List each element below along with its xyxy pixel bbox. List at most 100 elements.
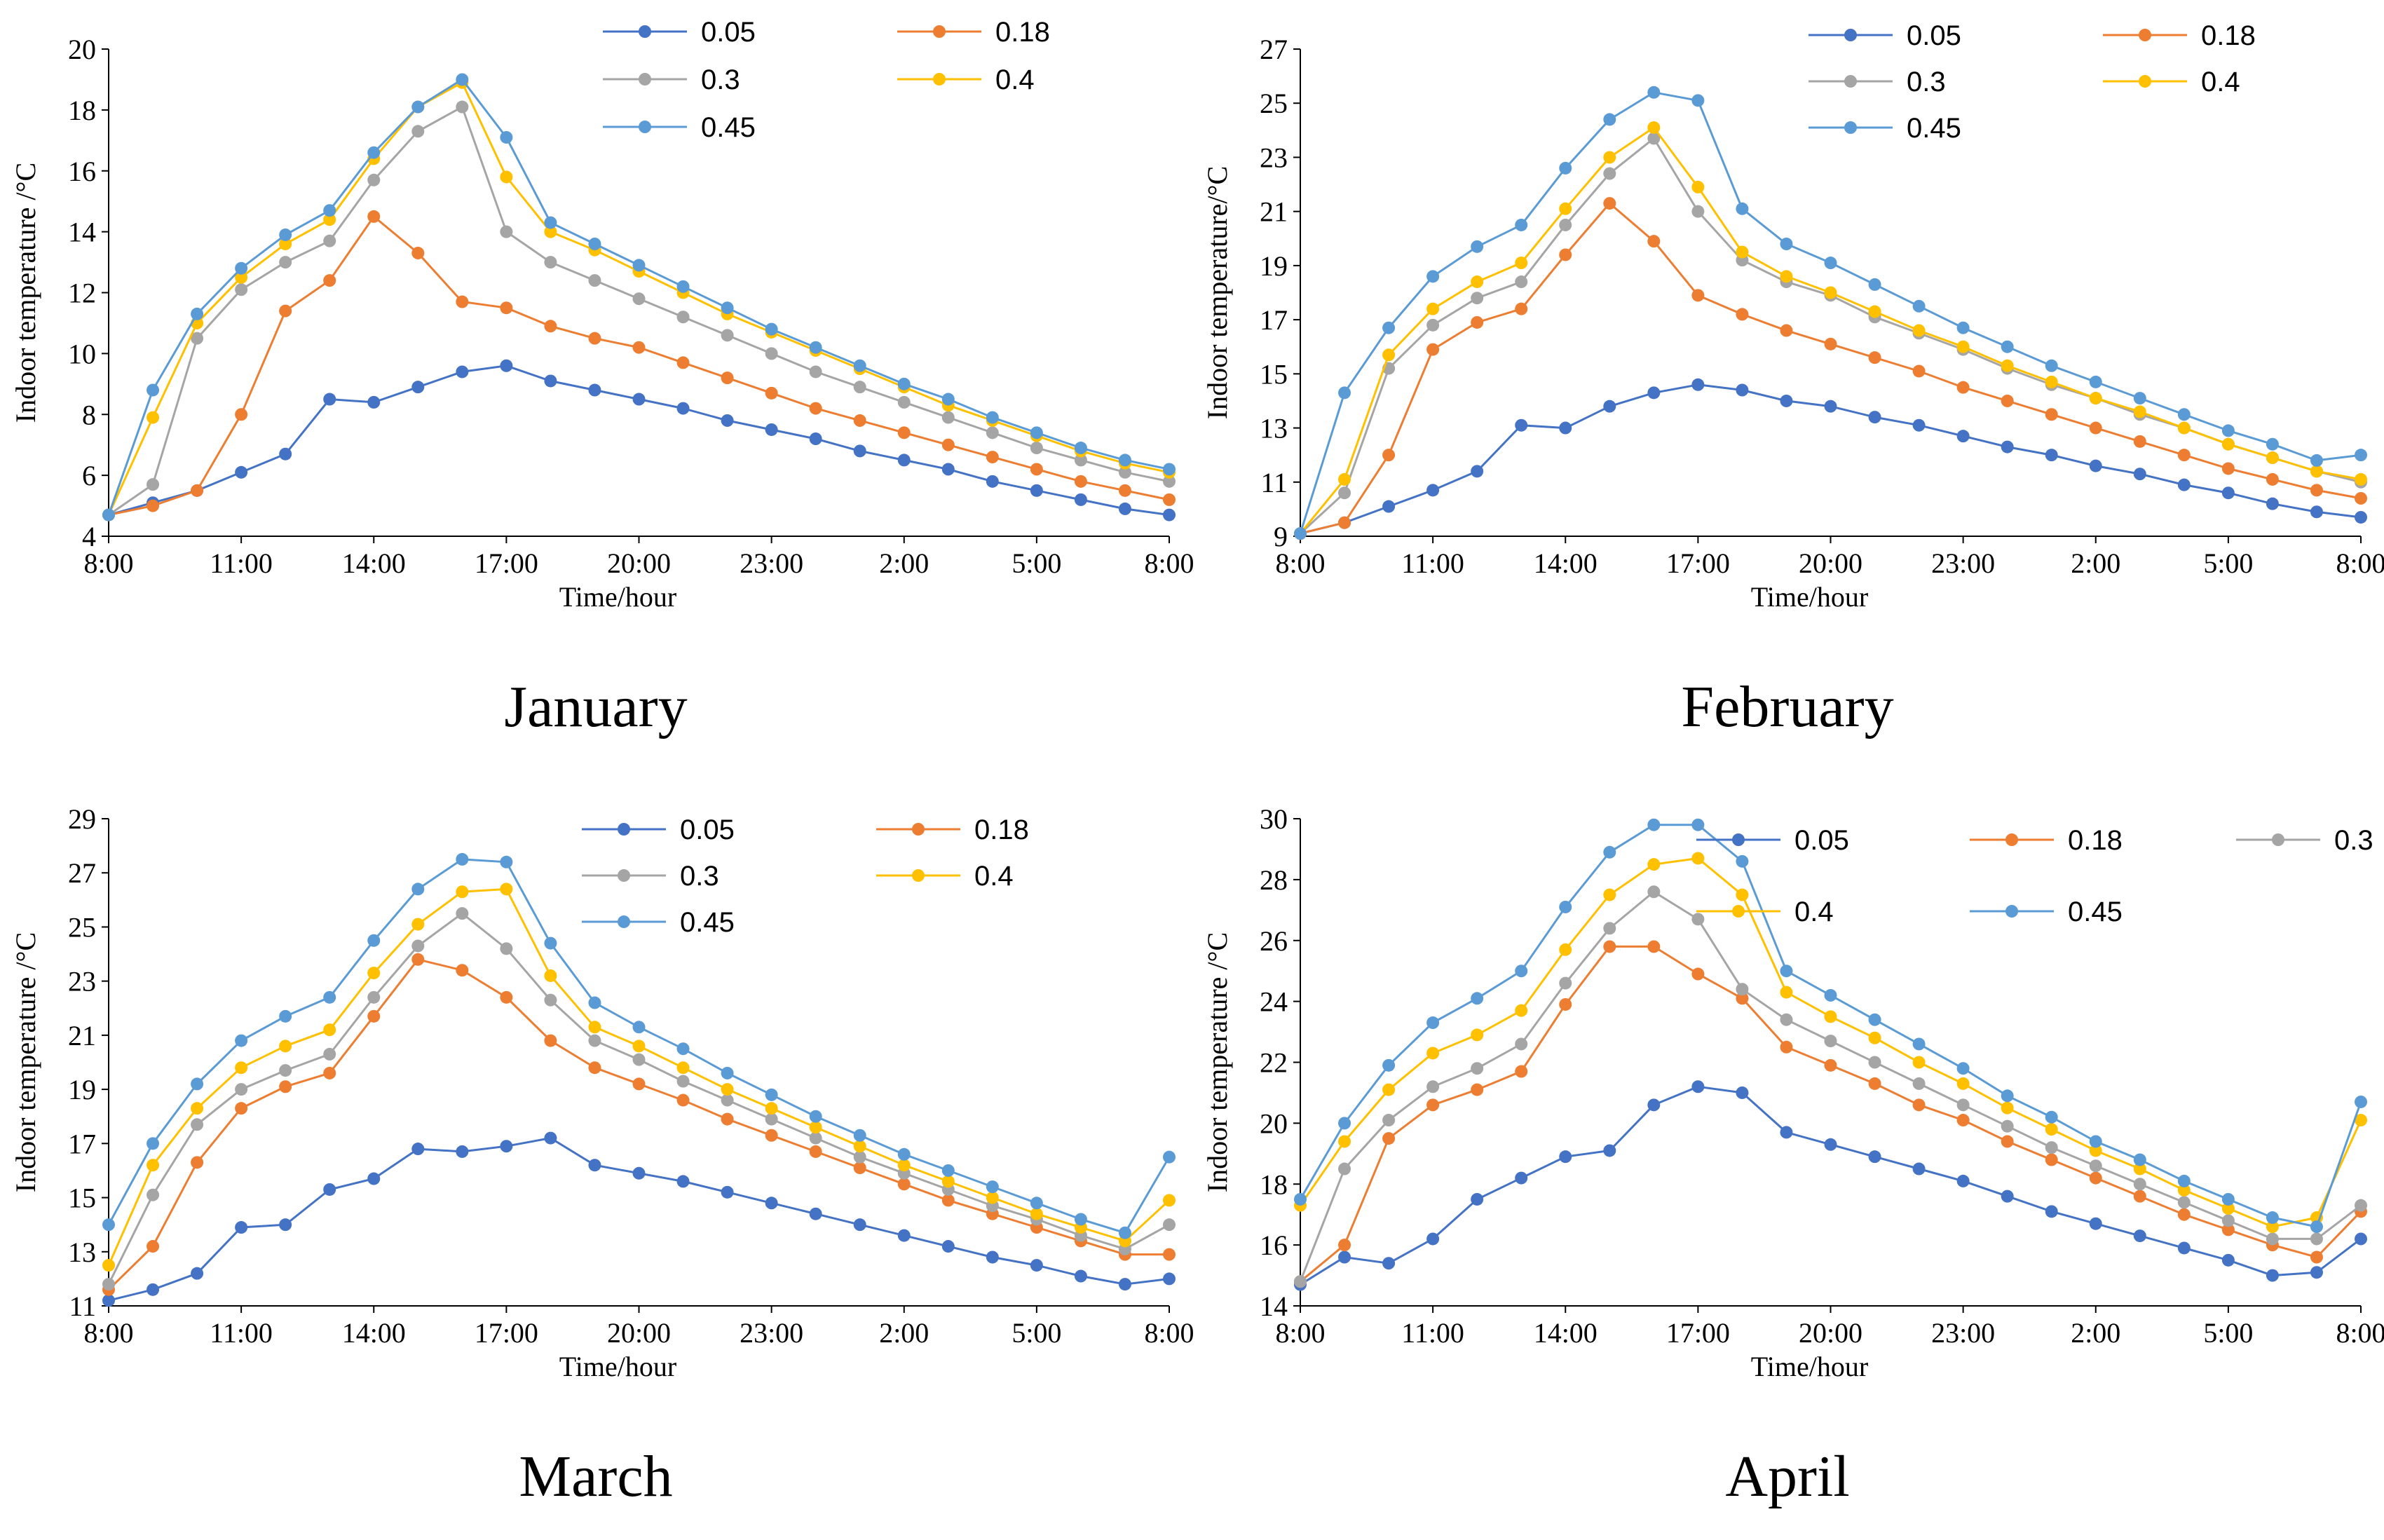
data-point-0.45: [323, 204, 336, 217]
data-point-0.45: [1030, 426, 1043, 439]
data-point-0.05: [1824, 1138, 1837, 1151]
data-point-0.18: [2045, 1153, 2058, 1166]
data-point-0.18: [588, 1061, 601, 1075]
y-tick-label: 16: [1260, 1229, 1288, 1261]
data-point-0.45: [1736, 854, 1749, 868]
y-tick-label: 19: [68, 1074, 96, 1105]
data-point-0.45: [1559, 161, 1572, 175]
legend-swatch-marker: [1732, 833, 1745, 846]
x-tick-label: 14:00: [342, 1317, 406, 1349]
data-point-0.45: [2045, 1110, 2058, 1124]
data-point-0.18: [1559, 248, 1572, 261]
y-tick-label: 20: [1260, 1108, 1288, 1139]
y-axis-title: Indoor temperature/°C: [1201, 166, 1233, 419]
data-point-0.18: [1736, 308, 1749, 321]
data-point-0.4: [456, 885, 469, 899]
data-point-0.3: [411, 939, 425, 953]
data-point-0.4: [1030, 1207, 1043, 1220]
data-point-0.4: [941, 1175, 955, 1188]
data-point-0.18: [367, 210, 381, 223]
data-point-0.45: [676, 280, 690, 293]
x-tick-label: 14:00: [1534, 547, 1598, 579]
legend-label: 0.45: [2068, 897, 2123, 927]
data-point-0.18: [765, 386, 778, 400]
data-point-0.45: [1868, 1013, 1881, 1026]
data-point-0.4: [1868, 305, 1881, 318]
data-point-0.3: [1603, 922, 1616, 935]
y-tick-label: 27: [1260, 34, 1288, 65]
x-tick-label: 2:00: [2071, 1317, 2120, 1349]
series-line-0.45: [1299, 91, 2362, 534]
data-point-0.4: [1471, 275, 1484, 289]
x-tick-label: 11:00: [210, 547, 273, 579]
data-point-0.3: [456, 100, 469, 114]
data-point-0.05: [1736, 383, 1749, 397]
data-point-0.45: [2266, 1211, 2279, 1225]
data-point-0.3: [2177, 1196, 2191, 1209]
data-point-0.45: [2001, 1089, 2014, 1103]
data-point-0.4: [191, 1102, 204, 1115]
data-point-0.3: [1118, 465, 1131, 479]
data-point-0.05: [1691, 1080, 1705, 1093]
y-tick-label: 10: [68, 338, 96, 369]
legend-swatch-marker: [1844, 75, 1857, 88]
legend-item: 0.3: [1809, 67, 1946, 97]
data-point-0.05: [323, 393, 336, 406]
data-point-0.05: [1118, 1278, 1131, 1291]
data-point-0.45: [1338, 1117, 1351, 1130]
x-axis-title: Time/hour: [559, 1351, 676, 1382]
data-point-0.3: [367, 173, 381, 186]
data-point-0.05: [544, 374, 557, 388]
data-point-0.4: [588, 1021, 601, 1034]
data-point-0.05: [1338, 1251, 1351, 1264]
month-caption: January: [504, 674, 688, 740]
data-point-0.18: [1956, 1114, 1970, 1127]
data-point-0.3: [235, 1083, 248, 1096]
data-point-0.05: [2089, 459, 2102, 472]
data-point-0.18: [1163, 493, 1176, 506]
data-point-0.18: [2133, 1190, 2146, 1203]
x-tick-label: 11:00: [210, 1317, 273, 1349]
legend-item: 0.05: [1696, 825, 1849, 856]
data-point-0.45: [1691, 94, 1705, 107]
data-point-0.45: [809, 1110, 822, 1123]
data-point-0.3: [721, 329, 734, 342]
data-point-0.4: [1912, 324, 1926, 337]
data-point-0.4: [2221, 437, 2235, 451]
data-point-0.45: [1868, 278, 1881, 291]
data-point-0.4: [323, 213, 336, 226]
y-tick-label: 21: [1260, 196, 1288, 228]
legend-swatch-marker: [2272, 833, 2284, 846]
data-point-0.18: [676, 356, 690, 369]
data-point-0.45: [1471, 992, 1484, 1005]
data-point-0.4: [1780, 270, 1793, 283]
data-point-0.45: [279, 1009, 292, 1023]
data-point-0.4: [1559, 943, 1572, 956]
y-tick-label: 27: [68, 857, 96, 889]
legend-swatch-marker: [618, 869, 630, 882]
legend-swatch-marker: [639, 25, 651, 38]
data-point-0.45: [1471, 240, 1484, 253]
legend-item: 0.45: [1970, 897, 2123, 927]
data-point-0.45: [2133, 392, 2146, 405]
data-point-0.05: [1515, 1171, 1528, 1185]
data-point-0.18: [456, 964, 469, 977]
data-point-0.45: [147, 1137, 160, 1150]
data-point-0.05: [367, 395, 381, 409]
data-point-0.05: [544, 1131, 557, 1145]
y-tick-label: 29: [68, 803, 96, 835]
data-point-0.18: [367, 1009, 381, 1023]
data-point-0.18: [2133, 435, 2146, 448]
data-point-0.45: [2221, 424, 2235, 437]
data-point-0.4: [1736, 245, 1749, 259]
legend: 0.05 0.18 0.3 0.4 0.45: [1809, 20, 2256, 144]
data-point-0.4: [2355, 1114, 2367, 1127]
legend-label: 0.18: [2201, 20, 2256, 51]
legend-swatch-marker: [618, 915, 630, 928]
data-point-0.3: [1912, 1077, 1926, 1090]
data-point-0.18: [986, 451, 999, 464]
data-point-0.4: [2089, 1144, 2102, 1157]
data-point-0.05: [323, 1183, 336, 1196]
data-point-0.45: [411, 100, 425, 114]
data-point-0.45: [1294, 1192, 1307, 1206]
